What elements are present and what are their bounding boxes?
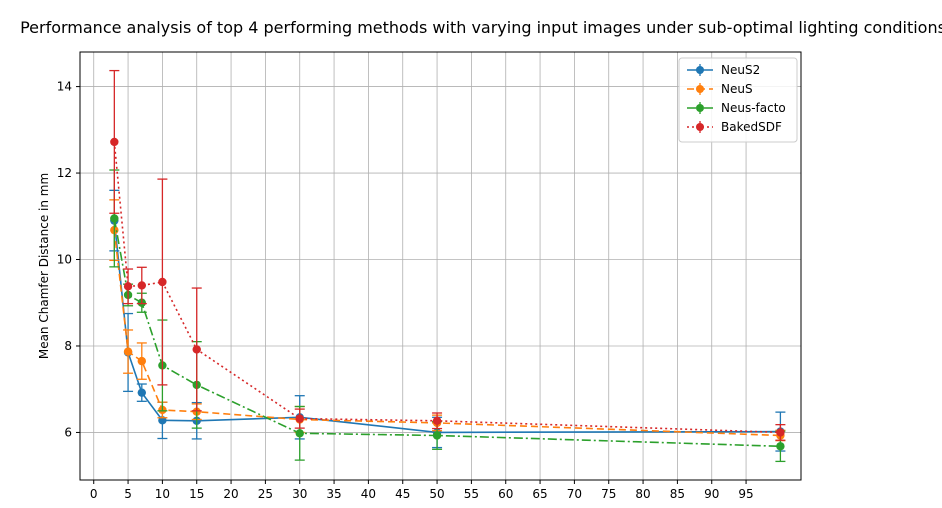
x-tick-label: 45 [395, 487, 410, 501]
x-tick-label: 10 [155, 487, 170, 501]
legend-marker [696, 85, 704, 93]
data-point [110, 214, 119, 223]
y-tick-label: 14 [57, 80, 72, 94]
x-tick-label: 25 [258, 487, 273, 501]
series-layer [109, 69, 786, 463]
data-point [158, 277, 167, 287]
y-tick-label: 10 [57, 253, 72, 267]
data-point [295, 414, 304, 423]
legend-marker [696, 104, 704, 112]
data-point [432, 416, 442, 425]
legend-marker [696, 123, 704, 131]
data-point [432, 431, 442, 440]
axis-ticks: 0 5 10 15 20 25 30 35 40 45 50 55 60 65 70 75 80 85 90 95 6 8… [57, 80, 754, 501]
x-tick-label: 85 [670, 487, 685, 501]
series-line [113, 218, 781, 448]
plot-frame [79, 51, 802, 481]
series-line [113, 141, 781, 434]
series-NeuS [109, 199, 786, 442]
chart-title: Performance analysis of top 4 performing… [20, 18, 942, 37]
series-NeuS2 [109, 189, 786, 452]
legend-marker [696, 66, 704, 74]
x-tick-label: 80 [635, 487, 650, 501]
legend-box [678, 57, 798, 143]
x-tick-label: 0 [90, 487, 98, 501]
data-point [295, 429, 304, 438]
data-point [192, 345, 201, 354]
x-tick-label: 55 [464, 487, 479, 501]
x-tick-label: 65 [532, 487, 547, 501]
x-tick-label: 20 [223, 487, 238, 501]
legend: NeuS2 NeuS Neus-facto BakedSDF [678, 57, 798, 143]
data-point [123, 282, 133, 291]
series-BakedSDF [109, 69, 786, 441]
x-tick-label: 50 [429, 487, 444, 501]
x-tick-label: 90 [704, 487, 719, 501]
x-tick-label: 40 [361, 487, 376, 501]
x-tick-label: 35 [326, 487, 341, 501]
data-point [110, 137, 119, 147]
x-tick-label: 30 [292, 487, 307, 501]
y-tick-label: 6 [64, 425, 72, 439]
legend-label: Neus-facto [721, 101, 786, 115]
data-point [137, 388, 146, 397]
y-tick-label: 8 [64, 339, 72, 353]
legend-label: NeuS [721, 82, 753, 96]
data-point [776, 428, 785, 437]
x-tick-label: 60 [498, 487, 513, 501]
data-point [137, 356, 146, 366]
series-Neus-facto [109, 169, 786, 463]
x-tick-label: 15 [189, 487, 204, 501]
data-point [137, 281, 146, 290]
gridlines [80, 52, 801, 480]
series-line [113, 230, 781, 437]
legend-label: NeuS2 [721, 63, 760, 77]
y-axis-label: Mean Chamfer Distance in mm [37, 173, 51, 359]
legend-label: BakedSDF [721, 120, 782, 134]
x-tick-label: 95 [738, 487, 753, 501]
data-point [123, 347, 133, 356]
x-tick-label: 75 [601, 487, 616, 501]
y-tick-label: 12 [57, 166, 72, 180]
x-tick-label: 5 [124, 487, 132, 501]
x-tick-label: 70 [567, 487, 582, 501]
data-point [776, 442, 785, 451]
series-line [113, 220, 781, 434]
